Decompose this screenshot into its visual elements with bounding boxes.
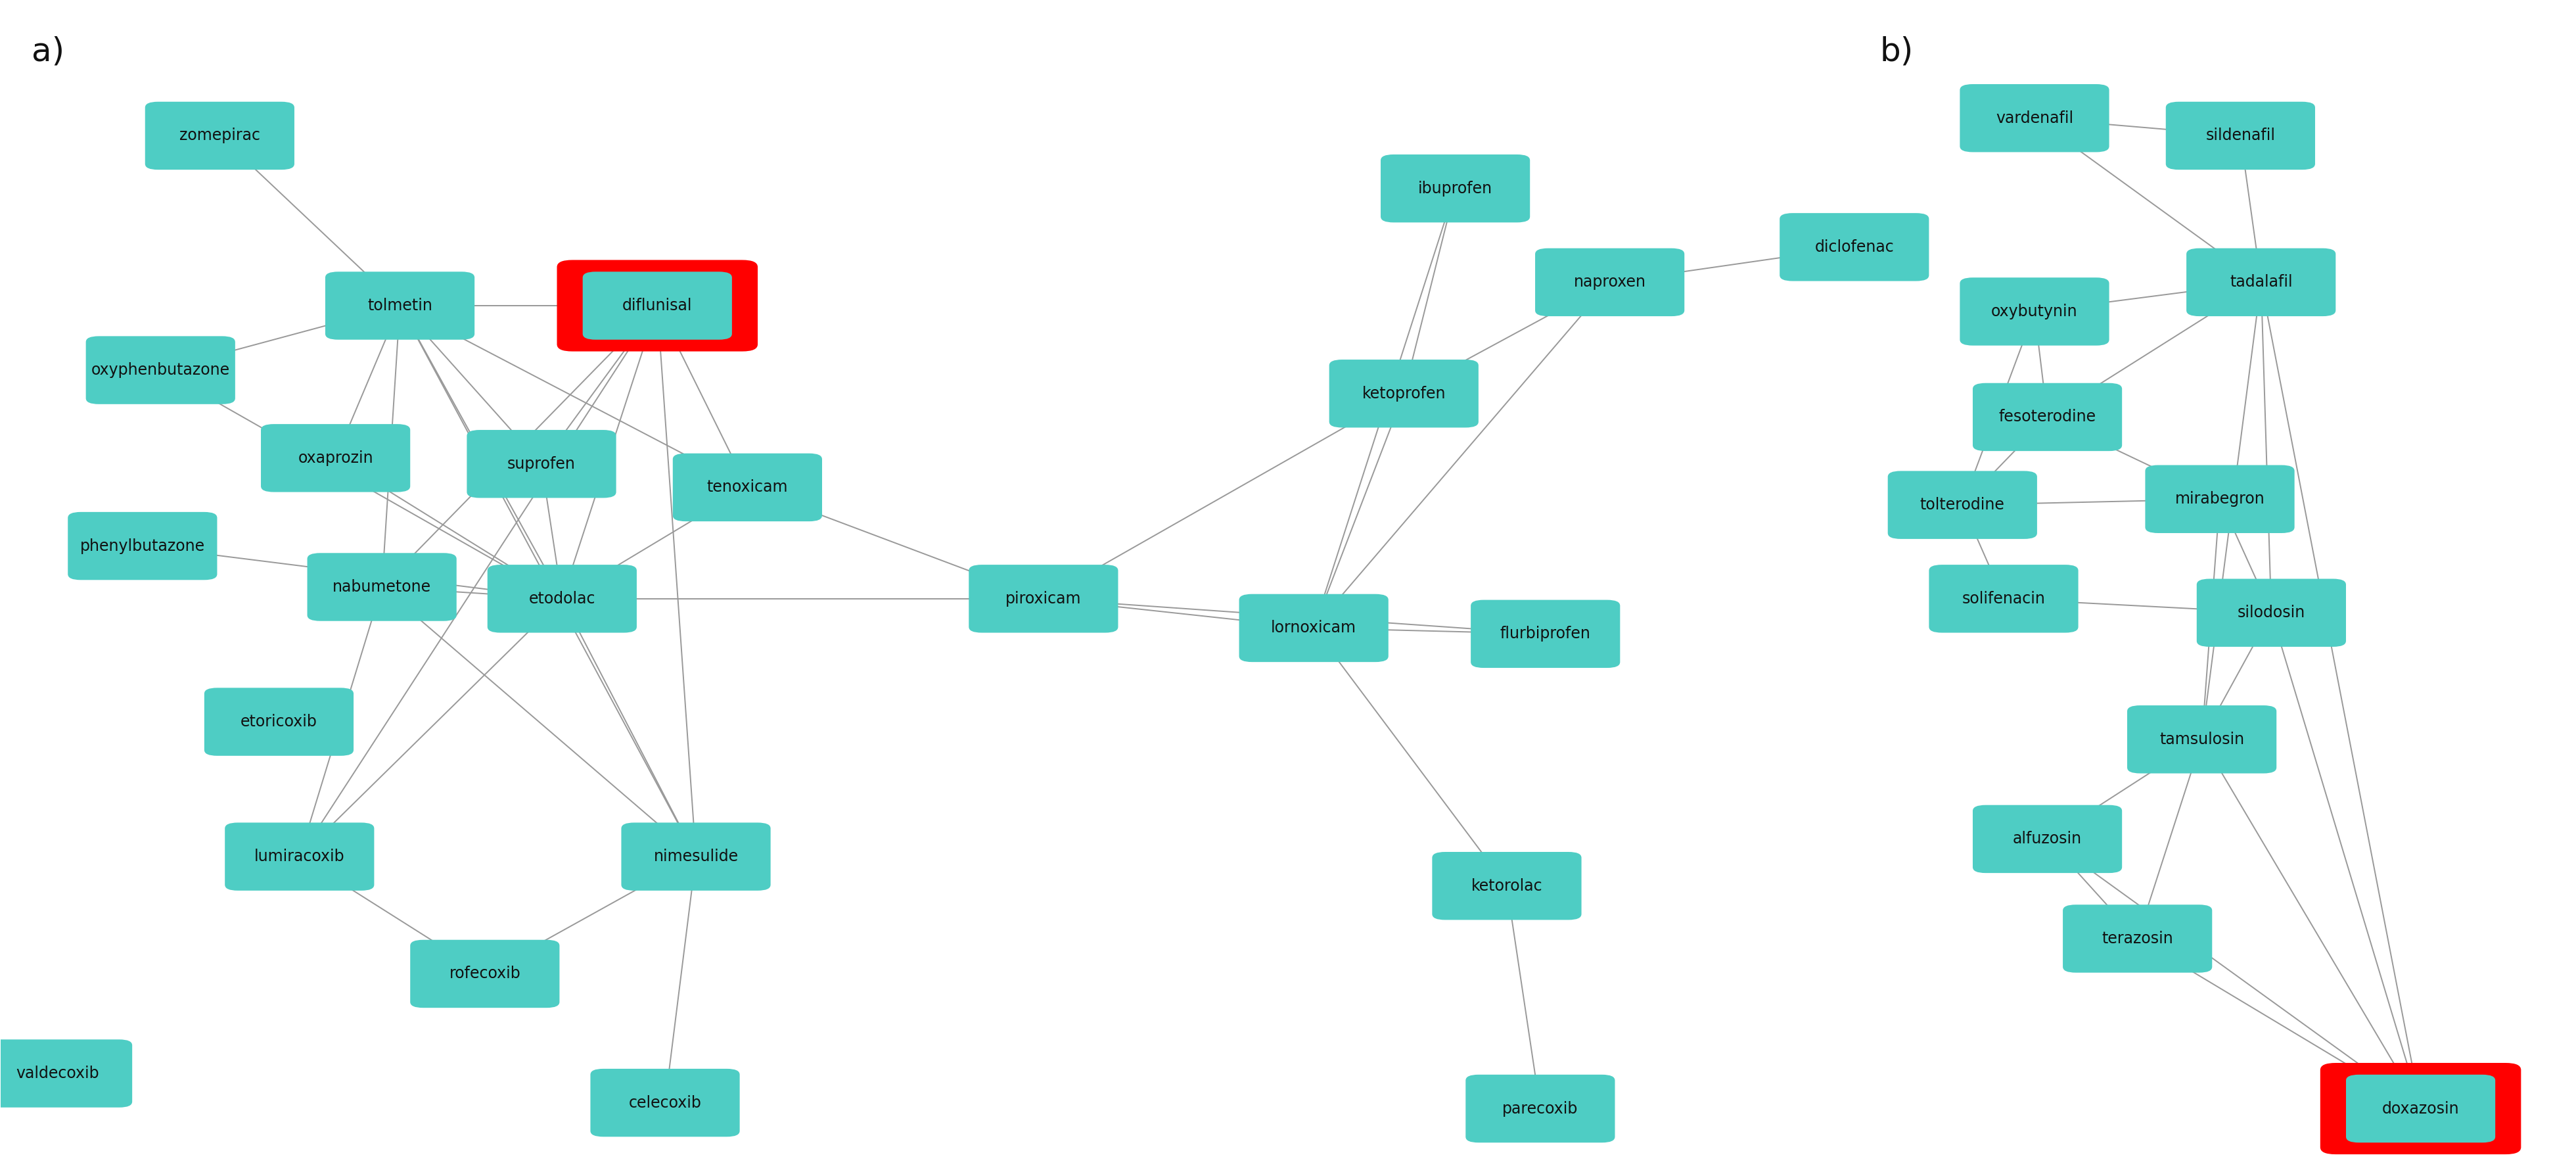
FancyBboxPatch shape bbox=[1780, 212, 1929, 281]
FancyBboxPatch shape bbox=[2347, 1074, 2496, 1142]
FancyBboxPatch shape bbox=[67, 512, 216, 580]
Text: oxybutynin: oxybutynin bbox=[1991, 304, 2079, 319]
FancyBboxPatch shape bbox=[621, 823, 770, 891]
Text: etodolac: etodolac bbox=[528, 591, 595, 607]
Text: alfuzosin: alfuzosin bbox=[2012, 831, 2081, 846]
FancyBboxPatch shape bbox=[2128, 706, 2277, 774]
FancyBboxPatch shape bbox=[2197, 579, 2347, 647]
Text: fesoterodine: fesoterodine bbox=[1999, 410, 2097, 425]
FancyBboxPatch shape bbox=[1329, 359, 1479, 427]
Text: parecoxib: parecoxib bbox=[1502, 1101, 1579, 1116]
FancyBboxPatch shape bbox=[2321, 1062, 2522, 1154]
FancyBboxPatch shape bbox=[1973, 805, 2123, 873]
Text: ketorolac: ketorolac bbox=[1471, 878, 1543, 893]
FancyBboxPatch shape bbox=[1471, 600, 1620, 668]
Text: silodosin: silodosin bbox=[2239, 605, 2306, 621]
Text: tamsulosin: tamsulosin bbox=[2159, 731, 2244, 748]
Text: diflunisal: diflunisal bbox=[623, 298, 693, 313]
Text: tadalafil: tadalafil bbox=[2231, 275, 2293, 290]
FancyBboxPatch shape bbox=[0, 1039, 131, 1107]
FancyBboxPatch shape bbox=[466, 430, 616, 498]
FancyBboxPatch shape bbox=[1929, 565, 2079, 633]
Text: valdecoxib: valdecoxib bbox=[15, 1066, 98, 1081]
Text: lumiracoxib: lumiracoxib bbox=[255, 849, 345, 864]
FancyBboxPatch shape bbox=[1888, 471, 2038, 539]
FancyBboxPatch shape bbox=[969, 565, 1118, 633]
FancyBboxPatch shape bbox=[85, 336, 234, 404]
Text: a): a) bbox=[31, 36, 64, 68]
FancyBboxPatch shape bbox=[204, 688, 353, 756]
Text: flurbiprofen: flurbiprofen bbox=[1499, 626, 1592, 642]
FancyBboxPatch shape bbox=[1535, 248, 1685, 316]
FancyBboxPatch shape bbox=[325, 271, 474, 339]
FancyBboxPatch shape bbox=[2146, 465, 2295, 533]
Text: sildenafil: sildenafil bbox=[2205, 128, 2275, 143]
Text: suprofen: suprofen bbox=[507, 456, 574, 472]
FancyBboxPatch shape bbox=[1960, 277, 2110, 345]
Text: phenylbutazone: phenylbutazone bbox=[80, 538, 206, 554]
Text: etoricoxib: etoricoxib bbox=[240, 714, 317, 730]
FancyBboxPatch shape bbox=[1432, 852, 1582, 920]
FancyBboxPatch shape bbox=[590, 1068, 739, 1136]
Text: tolmetin: tolmetin bbox=[368, 298, 433, 313]
Text: oxaprozin: oxaprozin bbox=[299, 450, 374, 466]
Text: zomepirac: zomepirac bbox=[180, 128, 260, 143]
Text: naproxen: naproxen bbox=[1574, 275, 1646, 290]
Text: nabumetone: nabumetone bbox=[332, 579, 430, 595]
FancyBboxPatch shape bbox=[307, 553, 456, 621]
FancyBboxPatch shape bbox=[2187, 248, 2336, 316]
FancyBboxPatch shape bbox=[260, 424, 410, 492]
FancyBboxPatch shape bbox=[1239, 594, 1388, 662]
Text: rofecoxib: rofecoxib bbox=[448, 966, 520, 981]
FancyBboxPatch shape bbox=[224, 823, 374, 891]
FancyBboxPatch shape bbox=[1973, 383, 2123, 451]
Text: b): b) bbox=[1880, 36, 1914, 68]
Text: lornoxicam: lornoxicam bbox=[1270, 620, 1358, 636]
Text: tolterodine: tolterodine bbox=[1919, 497, 2004, 513]
Text: diclofenac: diclofenac bbox=[1814, 239, 1893, 255]
Text: celecoxib: celecoxib bbox=[629, 1095, 701, 1111]
FancyBboxPatch shape bbox=[1466, 1074, 1615, 1142]
Text: oxyphenbutazone: oxyphenbutazone bbox=[90, 363, 229, 378]
Text: mirabegron: mirabegron bbox=[2174, 491, 2264, 507]
Text: piroxicam: piroxicam bbox=[1005, 591, 1082, 607]
Text: doxazosin: doxazosin bbox=[2383, 1101, 2460, 1116]
FancyBboxPatch shape bbox=[582, 271, 732, 339]
Text: ibuprofen: ibuprofen bbox=[1419, 181, 1492, 196]
FancyBboxPatch shape bbox=[2166, 102, 2316, 170]
Text: ketoprofen: ketoprofen bbox=[1363, 386, 1445, 402]
FancyBboxPatch shape bbox=[487, 565, 636, 633]
Text: nimesulide: nimesulide bbox=[654, 849, 739, 864]
FancyBboxPatch shape bbox=[1960, 85, 2110, 153]
Text: terazosin: terazosin bbox=[2102, 931, 2174, 946]
Text: solifenacin: solifenacin bbox=[1963, 591, 2045, 607]
FancyBboxPatch shape bbox=[556, 259, 757, 351]
Text: vardenafil: vardenafil bbox=[1996, 110, 2074, 126]
FancyBboxPatch shape bbox=[672, 453, 822, 521]
FancyBboxPatch shape bbox=[2063, 905, 2213, 972]
FancyBboxPatch shape bbox=[410, 940, 559, 1007]
Text: tenoxicam: tenoxicam bbox=[706, 479, 788, 495]
FancyBboxPatch shape bbox=[144, 102, 294, 170]
FancyBboxPatch shape bbox=[1381, 155, 1530, 222]
